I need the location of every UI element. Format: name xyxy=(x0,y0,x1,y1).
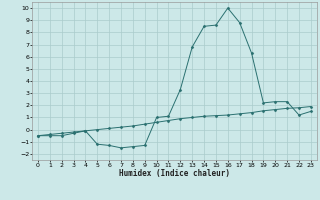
X-axis label: Humidex (Indice chaleur): Humidex (Indice chaleur) xyxy=(119,169,230,178)
